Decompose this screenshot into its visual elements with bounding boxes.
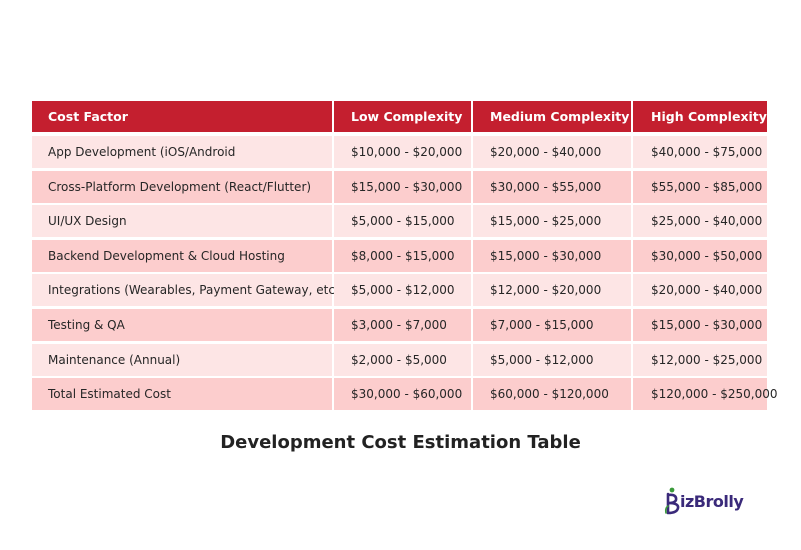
cost-range-cell: $120,000 - $250,000 — [633, 378, 777, 411]
cost-range-cell: $15,000 - $30,000 — [633, 308, 767, 341]
cost-factor-cell: Total Estimated Cost — [32, 378, 332, 411]
header-cell: High Complexity — [633, 101, 767, 132]
cost-range-cell: $25,000 - $40,000 — [633, 205, 767, 238]
cost-range-cell: $5,000 - $12,000 — [473, 343, 631, 376]
logo-text: izBrolly — [680, 491, 744, 511]
bizbrolly-logo: izBrolly — [662, 486, 744, 516]
cost-range-cell: $30,000 - $55,000 — [473, 170, 631, 203]
header-cell: Low Complexity — [334, 101, 471, 132]
header-cell: Cost Factor — [32, 101, 332, 132]
cost-range-cell: $10,000 - $20,000 — [334, 136, 471, 168]
cost-range-cell: $5,000 - $15,000 — [334, 205, 471, 238]
cost-range-cell: $30,000 - $60,000 — [334, 378, 471, 411]
cost-range-cell: $2,000 - $5,000 — [334, 343, 471, 376]
cost-range-cell: $15,000 - $25,000 — [473, 205, 631, 238]
cost-factor-cell: Cross-Platform Development (React/Flutte… — [32, 170, 332, 203]
cost-range-cell: $20,000 - $40,000 — [633, 274, 767, 307]
cost-range-cell: $30,000 - $50,000 — [633, 239, 767, 272]
cost-range-cell: $5,000 - $12,000 — [334, 274, 471, 307]
cost-range-cell: $40,000 - $75,000 — [633, 136, 767, 168]
cost-range-cell: $55,000 - $85,000 — [633, 170, 767, 203]
cost-table: Cost Factor Low Complexity Medium Complexi… — [32, 101, 777, 413]
table-caption: Development Cost Estimation Table — [220, 432, 581, 453]
header-cell: Medium Complexity — [473, 101, 631, 132]
cost-range-cell: $7,000 - $15,000 — [473, 308, 631, 341]
cost-range-cell: $15,000 - $30,000 — [334, 170, 471, 203]
logo-text-main: izBrolly — [680, 491, 744, 511]
cost-range-cell: $3,000 - $7,000 — [334, 308, 471, 341]
cost-range-cell: $15,000 - $30,000 — [473, 239, 631, 272]
logo-b-icon — [664, 487, 680, 515]
cost-factor-cell: Maintenance (Annual) — [32, 343, 332, 376]
cost-range-cell: $60,000 - $120,000 — [473, 378, 631, 411]
cost-range-cell: $8,000 - $15,000 — [334, 239, 471, 272]
cost-range-cell: $20,000 - $40,000 — [473, 136, 631, 168]
cost-factor-cell: UI/UX Design — [32, 205, 332, 238]
cost-range-cell: $12,000 - $25,000 — [633, 343, 767, 376]
cost-factor-cell: Integrations (Wearables, Payment Gateway… — [32, 274, 343, 307]
cost-factor-cell: Testing & QA — [32, 308, 332, 341]
cost-factor-cell: Backend Development & Cloud Hosting — [32, 239, 332, 272]
cost-factor-cell: App Development (iOS/Android — [32, 136, 332, 168]
cost-range-cell: $12,000 - $20,000 — [473, 274, 631, 307]
